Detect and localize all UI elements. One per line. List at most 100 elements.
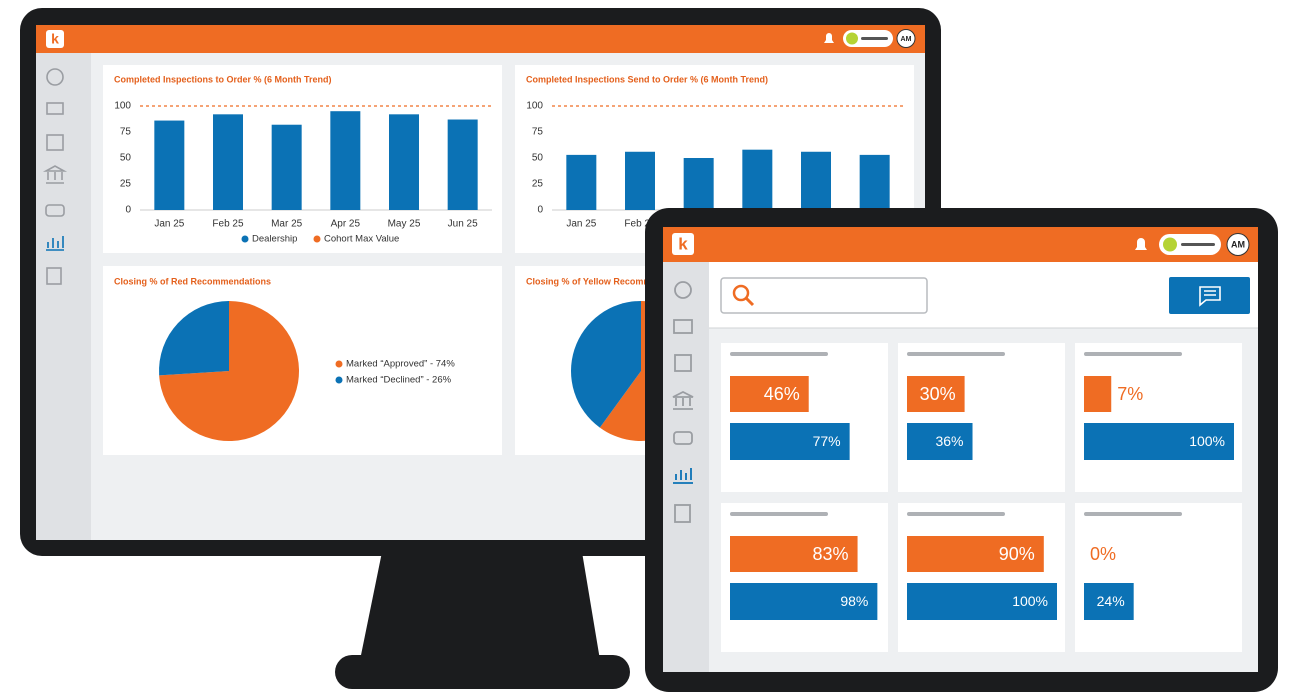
bar bbox=[907, 583, 1057, 620]
legend-label: Marked “Approved” - 74% bbox=[346, 359, 455, 370]
tablet-header bbox=[663, 227, 1258, 262]
search-icon bbox=[732, 284, 750, 302]
x-tick-label: Mar 25 bbox=[271, 219, 303, 230]
y-tick-label: 0 bbox=[537, 205, 543, 216]
bar bbox=[801, 151, 831, 210]
bar bbox=[566, 154, 597, 210]
pie-slice bbox=[158, 301, 229, 376]
legend-swatch bbox=[241, 235, 249, 243]
avatar[interactable] bbox=[896, 29, 916, 48]
message-icon bbox=[1199, 286, 1221, 307]
bar-label: 77% bbox=[813, 433, 841, 449]
bar-label: 46% bbox=[764, 384, 800, 404]
search-box[interactable] bbox=[720, 277, 928, 314]
bar-label: 7% bbox=[1117, 384, 1143, 404]
chart-title: Completed Inspections to Order % (6 Mont… bbox=[114, 74, 332, 84]
toggle-bar bbox=[1181, 243, 1215, 246]
x-tick-label: Apr 25 bbox=[331, 219, 361, 230]
bar bbox=[625, 151, 655, 210]
y-tick-label: 100 bbox=[526, 101, 543, 112]
cards: 46% 77% 30% 36% 7% 100% 83% 98% 90% 100% 0% 24% bbox=[721, 343, 1242, 652]
sidebar-icons bbox=[672, 281, 694, 523]
bar bbox=[730, 536, 858, 572]
y-tick-label: 100 bbox=[114, 101, 131, 112]
legend-label: Marked “Declined” - 26% bbox=[346, 375, 452, 386]
avatar-text: AM bbox=[901, 36, 912, 43]
bell-icon[interactable] bbox=[824, 33, 834, 43]
bar-label: 0% bbox=[1090, 544, 1116, 564]
icon-car[interactable] bbox=[45, 204, 65, 217]
icon-car[interactable] bbox=[673, 431, 693, 445]
logo: k bbox=[678, 234, 688, 253]
bar bbox=[1084, 423, 1234, 460]
y-tick-label: 50 bbox=[532, 153, 544, 164]
icon-profile[interactable] bbox=[674, 281, 692, 299]
y-tick-label: 25 bbox=[120, 179, 132, 190]
search-icon-handle bbox=[744, 296, 755, 307]
card bbox=[721, 343, 888, 492]
bar-label: 90% bbox=[999, 544, 1035, 564]
bar bbox=[730, 376, 809, 412]
bar bbox=[742, 149, 773, 210]
tablet: k AM 46% 77% 30% 36% 7% 100% 83% 98% 90% 100% 0% 24… bbox=[645, 208, 1278, 692]
card bbox=[898, 343, 1065, 492]
bar-label: 83% bbox=[813, 544, 849, 564]
bar bbox=[859, 154, 890, 210]
icon-bank[interactable] bbox=[42, 165, 68, 184]
card-heading-placeholder bbox=[730, 512, 828, 516]
bar bbox=[907, 423, 973, 460]
card bbox=[1075, 343, 1242, 492]
sidebar bbox=[36, 53, 91, 540]
icon-bank[interactable] bbox=[672, 390, 694, 410]
avatar-text: AM bbox=[1231, 239, 1245, 249]
monitor-header bbox=[36, 25, 925, 53]
x-tick-label: Jan 25 bbox=[154, 219, 184, 230]
y-tick-label: 25 bbox=[532, 179, 544, 190]
bar bbox=[730, 583, 878, 620]
y-tick-label: 75 bbox=[532, 127, 544, 138]
toggle-dot bbox=[1163, 237, 1177, 252]
bar-label: 24% bbox=[1097, 593, 1125, 609]
icon-calendar[interactable] bbox=[674, 354, 692, 372]
legend-swatch bbox=[335, 376, 343, 384]
x-tick-label: Feb 25 bbox=[212, 219, 244, 230]
bar bbox=[154, 120, 185, 210]
bar bbox=[907, 536, 1044, 572]
icon-analytics[interactable] bbox=[673, 468, 693, 484]
icon-mail[interactable] bbox=[673, 319, 693, 334]
bar bbox=[389, 114, 419, 210]
chart-title: Completed Inspections Send to Order % (6… bbox=[526, 74, 768, 84]
icon-report[interactable] bbox=[674, 504, 691, 523]
icon-report[interactable] bbox=[46, 267, 62, 285]
x-tick-label: Feb 25 bbox=[624, 219, 656, 230]
bar-label: 30% bbox=[920, 384, 956, 404]
logo-box bbox=[672, 233, 694, 255]
bar bbox=[330, 111, 361, 210]
icon-profile[interactable] bbox=[46, 68, 64, 86]
legend-swatch bbox=[335, 360, 343, 368]
x-tick-label: May 25 bbox=[388, 219, 421, 230]
bar bbox=[683, 158, 714, 210]
card-heading-placeholder bbox=[1084, 352, 1182, 356]
avatar[interactable] bbox=[1226, 233, 1250, 256]
card bbox=[898, 503, 1065, 652]
monitor-base bbox=[335, 655, 630, 689]
card bbox=[1075, 503, 1242, 652]
bar bbox=[1084, 376, 1112, 412]
icon-mail[interactable] bbox=[46, 102, 64, 115]
sidebar bbox=[663, 262, 709, 672]
toggle-bar bbox=[861, 37, 888, 40]
toggle-dot bbox=[846, 32, 858, 45]
bar-label: 100% bbox=[1189, 433, 1225, 449]
icon-calendar[interactable] bbox=[46, 134, 64, 151]
bar bbox=[447, 119, 478, 210]
card bbox=[721, 503, 888, 652]
bell-icon[interactable] bbox=[1135, 238, 1147, 250]
logo-box bbox=[46, 30, 64, 48]
icon-analytics[interactable] bbox=[46, 236, 64, 251]
chart-title: Closing % of Yellow Recommendations bbox=[526, 276, 694, 286]
bar bbox=[1084, 583, 1134, 620]
sidebar-icons bbox=[42, 68, 68, 285]
legend-swatch bbox=[313, 235, 321, 243]
